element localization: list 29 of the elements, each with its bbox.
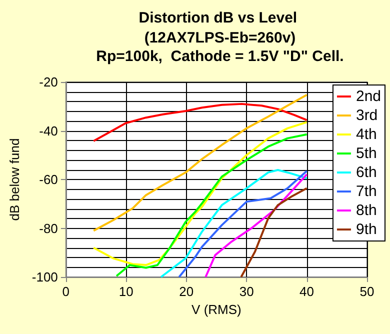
y-tick-label: -40 (39, 123, 58, 138)
chart-title: Distortion dB vs Level (12AX7LPS-Eb=260v) (138, 10, 302, 46)
line-series (240, 187, 308, 278)
line-series (92, 94, 308, 232)
legend-label: 9th (356, 221, 377, 238)
legend-label: 8th (356, 202, 377, 219)
x-tick-label: 30 (239, 284, 254, 299)
y-tick-label: -60 (39, 172, 58, 187)
line-series (92, 102, 308, 142)
chart-subtitle: Rp=100k, Cathode = 1.5V "D" Cell. (96, 48, 344, 65)
x-tick-label: 50 (360, 284, 374, 299)
legend-label: 4th (356, 126, 377, 143)
legend-label: 3rd (356, 107, 378, 124)
line-series (116, 133, 308, 278)
y-tick-label: -100 (32, 270, 58, 284)
y-tick-label: -80 (39, 220, 58, 236)
x-tick-label: 20 (179, 284, 194, 299)
legend-label: 5th (356, 145, 377, 162)
x-tick-label: 40 (300, 284, 314, 299)
x-tick-label: 10 (118, 284, 134, 299)
y-axis-title: dB below fund (7, 138, 22, 221)
line-series (204, 173, 308, 278)
x-tick-label: 0 (62, 284, 70, 299)
legend-label: 6th (356, 164, 377, 181)
line-series (92, 121, 308, 266)
legend-label: 7th (356, 183, 377, 200)
legend-label: 2nd (356, 88, 382, 105)
x-axis-title: V (RMS) (192, 302, 242, 317)
y-tick-label: -20 (39, 74, 58, 90)
